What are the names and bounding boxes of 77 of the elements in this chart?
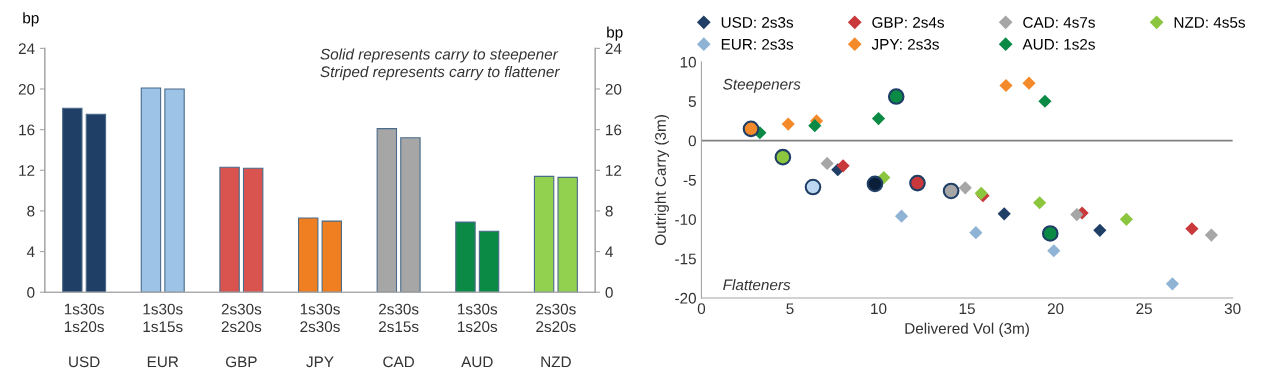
y-tick-label: -15	[675, 253, 696, 265]
y2-tick-label: 20	[605, 83, 622, 95]
point	[1070, 207, 1084, 222]
legend-label: NZD: 4s5s	[1174, 17, 1246, 28]
category-label: 1s30s 1s20s AUD	[458, 303, 498, 368]
legend-label: AUD: 1s2s	[1022, 38, 1095, 50]
x-axis-title: Delivered Vol (3m)	[905, 322, 1029, 337]
category-label: 1s30s 1s20s USD	[64, 303, 104, 368]
point	[1165, 277, 1180, 291]
point	[1047, 244, 1061, 258]
point	[871, 111, 886, 126]
y-axis-title: bp	[23, 12, 39, 27]
x-tick-label: 25	[1136, 303, 1152, 315]
point	[909, 174, 926, 192]
point	[942, 182, 960, 200]
y-tick-label: 8	[27, 205, 35, 217]
point	[1204, 228, 1218, 242]
y2-tick-label: 16	[606, 124, 622, 136]
point	[969, 226, 983, 240]
y-tick-label: 0	[688, 135, 696, 147]
annotation: Flatteners	[723, 279, 791, 291]
point	[1185, 222, 1199, 236]
point	[1033, 196, 1047, 210]
category-label: 1s30s 2s30s JPY	[300, 303, 340, 368]
point	[866, 175, 884, 193]
category-label: 2s30s 2s20s NZD	[536, 303, 576, 368]
y-tick-label: 16	[19, 124, 35, 136]
point	[1093, 223, 1107, 237]
legend-label: CAD: 4s7s	[1023, 17, 1095, 28]
legend-label: EUR: 2s3s	[721, 38, 794, 50]
y-tick-label: 10	[680, 56, 696, 68]
legend-label: GBP: 2s4s	[872, 17, 945, 28]
y2-tick-label: 12	[606, 165, 622, 176]
point	[1038, 94, 1052, 108]
y-tick-label: -20	[675, 292, 696, 304]
y2-tick-label: 0	[605, 287, 613, 298]
x-tick-label: 30	[1224, 303, 1241, 315]
point	[1119, 212, 1133, 226]
x-tick-label: 10	[871, 303, 887, 315]
y-tick-label: -10	[675, 214, 696, 225]
point	[774, 148, 792, 166]
category-label: 2s30s 2s20s GBP	[221, 303, 262, 368]
y-tick-label: -5	[683, 174, 696, 186]
y2-tick-label: 24	[605, 43, 622, 54]
point	[894, 209, 909, 223]
y-tick-label: 12	[19, 165, 35, 176]
point	[820, 156, 834, 171]
point	[1041, 225, 1059, 242]
y2-tick-label: 8	[605, 205, 613, 217]
point	[781, 117, 795, 131]
point	[1022, 76, 1036, 90]
category-label: 2s30s 2s15s CAD	[379, 303, 419, 368]
point	[808, 119, 822, 133]
x-tick-label: 15	[959, 303, 975, 315]
y-tick-label: 5	[688, 96, 696, 107]
point	[836, 159, 850, 173]
x-tick-label: 5	[786, 303, 794, 315]
point	[887, 88, 905, 105]
point	[999, 78, 1013, 93]
point	[742, 120, 760, 138]
y2-tick-label: 4	[605, 246, 613, 258]
x-tick-label: 0	[697, 303, 706, 315]
y-tick-label: 4	[26, 246, 35, 258]
legend-label: JPY: 2s3s	[871, 38, 939, 50]
category-label: 1s30s 1s15s EUR	[143, 303, 183, 368]
annotation: Solid represents carry to steepener Striped represents carry to flattener	[320, 48, 560, 81]
legend-label: USD: 2s3s	[721, 17, 794, 28]
y-tick-label: 20	[18, 83, 35, 95]
x-tick-label: 20	[1047, 303, 1064, 315]
y-axis-title: Outright Carry (3m)	[654, 115, 669, 246]
point	[958, 181, 972, 195]
y2-axis-title: bp	[607, 26, 623, 41]
point	[804, 178, 822, 196]
point	[997, 207, 1011, 221]
annotation: Steepeners	[723, 78, 801, 93]
y-tick-label: 24	[18, 43, 35, 54]
y-tick-label: 0	[27, 287, 35, 298]
